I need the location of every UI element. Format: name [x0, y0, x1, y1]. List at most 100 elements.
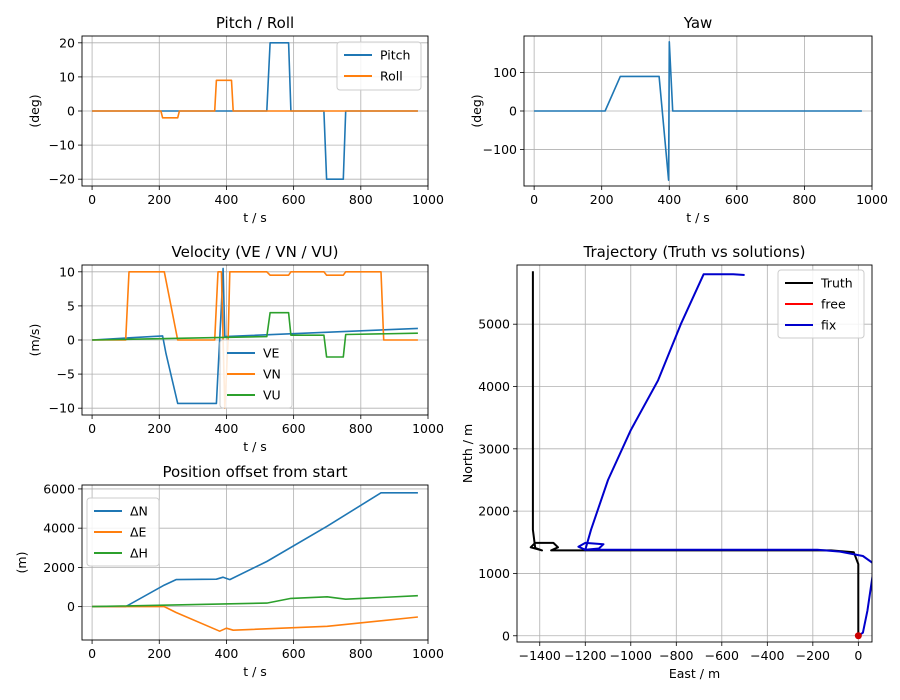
trajectory-legend: Truth free fix	[777, 269, 865, 339]
x-tick-label: 1000	[412, 646, 444, 661]
velocity-series-2	[92, 311, 418, 358]
position-xlabel: t / s	[243, 664, 267, 679]
legend-label: ΔN	[130, 504, 148, 519]
velocity-chart: 0 200 400 600 800 1000 −10 −5 0 5 10 Velocity (VE /…	[27, 243, 444, 454]
position-frame	[81, 484, 429, 641]
x-tick-label: 400	[657, 192, 681, 207]
y-tick-label: 10	[59, 264, 75, 279]
velocity-xlabel: t / s	[243, 439, 267, 454]
position-title: Position offset from start	[163, 463, 348, 481]
velocity-legend: VE VN VU	[219, 339, 293, 409]
legend-box	[86, 497, 160, 567]
yaw-series-0	[534, 41, 862, 181]
trajectory-frame	[516, 264, 873, 643]
legend-box	[219, 339, 293, 409]
velocity-series-1	[92, 271, 418, 409]
x-tick-label: 600	[282, 646, 306, 661]
x-tick-label: 800	[792, 192, 816, 207]
position-series-0	[92, 492, 418, 608]
y-tick-label: 20	[59, 35, 75, 50]
legend-label: VE	[263, 346, 280, 361]
y-tick-label: 4000	[43, 521, 75, 536]
x-tick-label: 1000	[856, 192, 888, 207]
yaw-chart: 0 200 400 600 800 1000 −100 0 100 Yaw t / s (deg)	[469, 14, 888, 225]
x-tick-label: −1400	[519, 648, 561, 663]
yaw-title: Yaw	[683, 14, 713, 32]
x-tick-label: 200	[590, 192, 614, 207]
x-tick-label: −600	[705, 648, 739, 663]
x-tick-label: 400	[215, 192, 239, 207]
y-tick-label: 10	[59, 69, 75, 84]
y-tick-label: 2000	[43, 560, 75, 575]
x-tick-label: 600	[725, 192, 749, 207]
start-marker	[854, 632, 862, 640]
legend-label: ΔE	[130, 525, 147, 540]
x-tick-label: −200	[796, 648, 830, 663]
y-tick-label: 0	[67, 333, 75, 348]
x-tick-label: 200	[147, 646, 171, 661]
x-tick-label: −1200	[564, 648, 606, 663]
pitchroll-series-1	[92, 79, 418, 119]
trajectory-chart: −1400 −1200 −1000 −800 −600 −400 −200 0 0 1000 200…	[460, 243, 873, 681]
y-tick-label: −100	[483, 142, 517, 157]
x-tick-label: −800	[659, 648, 693, 663]
x-tick-label: 400	[215, 646, 239, 661]
x-tick-label: 800	[349, 421, 373, 436]
y-tick-label: 0	[502, 628, 510, 643]
x-tick-label: 800	[349, 192, 373, 207]
x-tick-label: 0	[88, 646, 96, 661]
pitchroll-xlabel: t / s	[243, 210, 267, 225]
x-tick-label: 600	[282, 192, 306, 207]
x-tick-label: 200	[147, 192, 171, 207]
legend-label: ΔH	[130, 546, 148, 561]
y-tick-label: −10	[49, 138, 75, 153]
legend-label: VU	[263, 388, 281, 403]
trajectory-title: Trajectory (Truth vs solutions)	[583, 243, 806, 261]
y-tick-label: 0	[67, 599, 75, 614]
position-series-2	[92, 594, 418, 608]
legend-label: Pitch	[380, 48, 410, 63]
legend-box	[777, 269, 865, 339]
x-tick-label: 600	[282, 421, 306, 436]
trajectory-xlabel: East / m	[669, 666, 720, 681]
trajectory-ylabel: North / m	[460, 424, 475, 483]
x-tick-label: 1000	[412, 421, 444, 436]
x-tick-label: 200	[147, 421, 171, 436]
velocity-ylabel: (m/s)	[27, 324, 42, 357]
position-legend: ΔN ΔE ΔH	[86, 497, 160, 567]
y-tick-label: −5	[57, 367, 75, 382]
x-tick-label: 0	[530, 192, 538, 207]
y-tick-label: 4000	[478, 379, 510, 394]
position-ylabel: (m)	[14, 552, 29, 574]
y-tick-label: 100	[493, 65, 517, 80]
y-tick-label: −10	[49, 401, 75, 416]
x-tick-label: 0	[854, 648, 862, 663]
y-tick-label: 6000	[43, 481, 75, 496]
velocity-series-0	[92, 267, 418, 405]
trajectory-series-0	[529, 271, 860, 636]
x-tick-label: 0	[88, 192, 96, 207]
legend-label: free	[821, 297, 846, 312]
y-tick-label: 3000	[478, 441, 510, 456]
x-tick-label: 800	[349, 646, 373, 661]
legend-label: Truth	[820, 276, 853, 291]
y-tick-label: 1000	[478, 566, 510, 581]
pitchroll-ylabel: (deg)	[27, 94, 42, 127]
legend-label: VN	[263, 367, 281, 382]
x-tick-label: −400	[750, 648, 784, 663]
legend-label: Roll	[380, 69, 403, 84]
y-tick-label: 0	[509, 104, 517, 119]
position-series-1	[92, 605, 418, 632]
y-tick-label: 5000	[478, 317, 510, 332]
x-tick-label: 1000	[412, 192, 444, 207]
legend-label: fix	[821, 318, 836, 333]
velocity-title: Velocity (VE / VN / VU)	[172, 243, 339, 261]
yaw-xlabel: t / s	[686, 210, 710, 225]
yaw-ylabel: (deg)	[469, 94, 484, 127]
y-tick-label: 2000	[478, 504, 510, 519]
x-tick-label: −1000	[610, 648, 652, 663]
x-tick-label: 400	[215, 421, 239, 436]
y-tick-label: −20	[49, 172, 75, 187]
trajectory-series-2	[577, 273, 872, 637]
